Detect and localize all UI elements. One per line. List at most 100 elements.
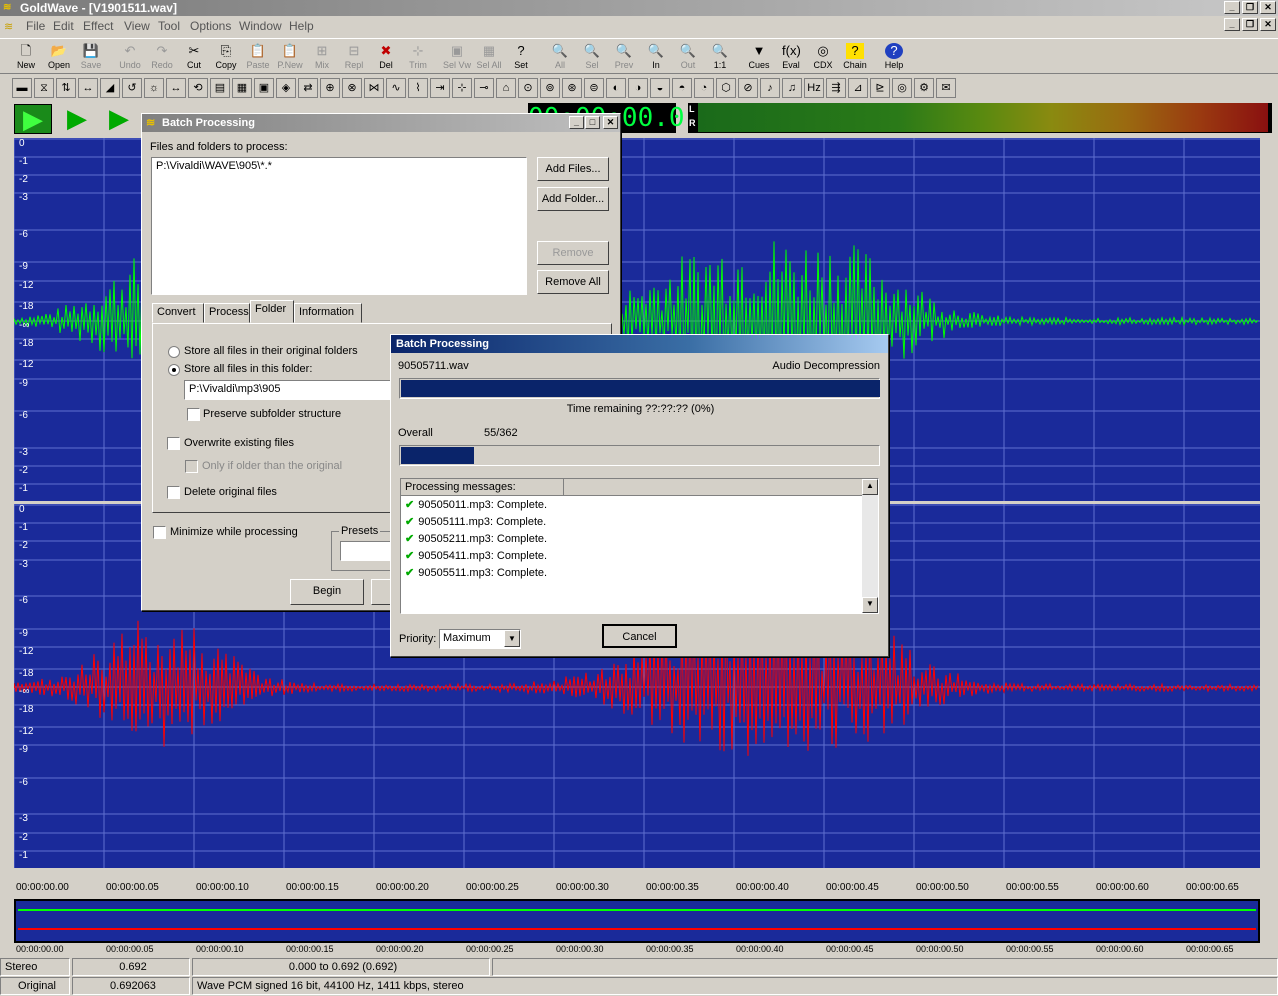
effect-17-icon[interactable]: ⋈ [364,78,384,98]
effect-37-icon[interactable]: Hz [804,78,824,98]
scroll-up-icon[interactable]: ▲ [862,479,878,495]
document-icon[interactable]: ≋ [4,21,14,33]
sel-vw-button[interactable]: ▣ Sel Vw [441,41,473,73]
menu-edit[interactable]: Edit [53,19,74,33]
effect-25-icon[interactable]: ⊚ [540,78,560,98]
cut-button[interactable]: ✂ Cut [178,41,210,73]
scroll-down-icon[interactable]: ▼ [862,597,878,613]
del-button[interactable]: ✖ Del [370,41,402,73]
effect-19-icon[interactable]: ⌇ [408,78,428,98]
effect-39-icon[interactable]: ⊿ [848,78,868,98]
tab-folder[interactable]: Folder [250,300,294,323]
mdi-close-button[interactable]: ✕ [1260,18,1276,31]
play-selection-icon[interactable]: ▶ [109,103,129,133]
effect-14-icon[interactable]: ⇄ [298,78,318,98]
menu-help[interactable]: Help [289,19,314,33]
batch-maximize-button[interactable]: □ [585,116,600,129]
effect-18-icon[interactable]: ∿ [386,78,406,98]
effect-9-icon[interactable]: ⟲ [188,78,208,98]
remove-button[interactable]: Remove [537,241,609,265]
messages-scrollbar[interactable]: ▲ ▼ [862,479,878,613]
effect-26-icon[interactable]: ⊛ [562,78,582,98]
effect-11-icon[interactable]: ▦ [232,78,252,98]
effect-43-icon[interactable]: ✉ [936,78,956,98]
effect-12-icon[interactable]: ▣ [254,78,274,98]
radio-this-folder[interactable] [168,364,180,376]
redo-button[interactable]: ↷ Redo [146,41,178,73]
maximize-button[interactable]: ❐ [1242,1,1258,14]
menu-effect[interactable]: Effect [83,19,114,33]
priority-select[interactable]: Maximum ▼ [439,629,521,649]
effect-10-icon[interactable]: ▤ [210,78,230,98]
messages-list[interactable]: Processing messages: ✔ 90505011.mp3: Comp… [400,478,879,614]
effect-32-icon[interactable]: ◔ [694,78,714,98]
effect-5-icon[interactable]: ◢ [100,78,120,98]
tab-convert[interactable]: Convert [152,303,204,323]
cancel-button[interactable]: Cancel [602,624,677,648]
play-all-icon[interactable]: ▶ [14,104,52,134]
effect-31-icon[interactable]: ◓ [672,78,692,98]
prev-button[interactable]: 🔍 Prev [608,41,640,73]
effect-42-icon[interactable]: ⚙ [914,78,934,98]
add-folder-button[interactable]: Add Folder... [537,187,609,211]
out-button[interactable]: 🔍 Out [672,41,704,73]
effect-41-icon[interactable]: ◎ [892,78,912,98]
effect-8-icon[interactable]: ↔ [166,78,186,98]
menu-window[interactable]: Window [239,19,282,33]
trim-button[interactable]: ⊹ Trim [402,41,434,73]
minimize-checkbox[interactable] [153,526,166,539]
remove-all-button[interactable]: Remove All [537,270,609,294]
effect-40-icon[interactable]: ⊵ [870,78,890,98]
open-button[interactable]: 📂 Open [43,41,75,73]
tab-process[interactable]: Process [204,303,250,323]
delete-original-checkbox[interactable] [167,486,180,499]
effect-28-icon[interactable]: ◐ [606,78,626,98]
repl-button[interactable]: ⊟ Repl [338,41,370,73]
effect-4-icon[interactable]: ↔ [78,78,98,98]
effect-29-icon[interactable]: ◑ [628,78,648,98]
effect-20-icon[interactable]: ⇥ [430,78,450,98]
new-button[interactable]: 🗋 New [10,41,42,73]
effect-36-icon[interactable]: ♫ [782,78,802,98]
close-button[interactable]: ✕ [1260,1,1276,14]
overwrite-checkbox[interactable] [167,437,180,450]
radio-original-folders[interactable] [168,346,180,358]
mix-button[interactable]: ⊞ Mix [306,41,338,73]
effect-16-icon[interactable]: ⊗ [342,78,362,98]
folder-path-input[interactable]: P:\Vivaldi\mp3\905 [184,380,392,400]
all-button[interactable]: 🔍 All [544,41,576,73]
effect-30-icon[interactable]: ◒ [650,78,670,98]
effect-6-icon[interactable]: ↺ [122,78,142,98]
undo-button[interactable]: ↶ Undo [114,41,146,73]
menu-options[interactable]: Options [190,19,232,33]
effect-13-icon[interactable]: ◈ [276,78,296,98]
menu-view[interactable]: View [124,19,150,33]
effect-2-icon[interactable]: ⧖ [34,78,54,98]
files-list[interactable]: P:\Vivaldi\WAVE\905\*.* [151,157,527,295]
sel-button[interactable]: 🔍 Sel [576,41,608,73]
effect-27-icon[interactable]: ⊜ [584,78,604,98]
chevron-down-icon[interactable]: ▼ [504,630,520,647]
sel-all-button[interactable]: ▦ Sel All [473,41,505,73]
effect-7-icon[interactable]: ☼ [144,78,164,98]
effect-38-icon[interactable]: ⇶ [826,78,846,98]
paste-button[interactable]: 📋 Paste [242,41,274,73]
effect-24-icon[interactable]: ⊙ [518,78,538,98]
overview-waveform[interactable] [14,899,1260,943]
tab-information[interactable]: Information [294,303,362,323]
batch-close-button[interactable]: ✕ [603,116,618,129]
1-1-button[interactable]: 🔍 1:1 [704,41,736,73]
begin-button[interactable]: Begin [290,579,364,605]
add-files-button[interactable]: Add Files... [537,157,609,181]
play-icon[interactable]: ▶ [67,103,87,133]
in-button[interactable]: 🔍 In [640,41,672,73]
file-list-item[interactable]: P:\Vivaldi\WAVE\905\*.* [156,160,272,172]
effect-15-icon[interactable]: ⊕ [320,78,340,98]
chain-button[interactable]: ? Chain [839,41,871,73]
cues-button[interactable]: ▼ Cues [743,41,775,73]
p-new-button[interactable]: 📋 P.New [274,41,306,73]
mdi-restore-button[interactable]: ❐ [1242,18,1258,31]
effect-3-icon[interactable]: ⇅ [56,78,76,98]
only-older-checkbox[interactable] [185,460,198,473]
effect-23-icon[interactable]: ⌂ [496,78,516,98]
